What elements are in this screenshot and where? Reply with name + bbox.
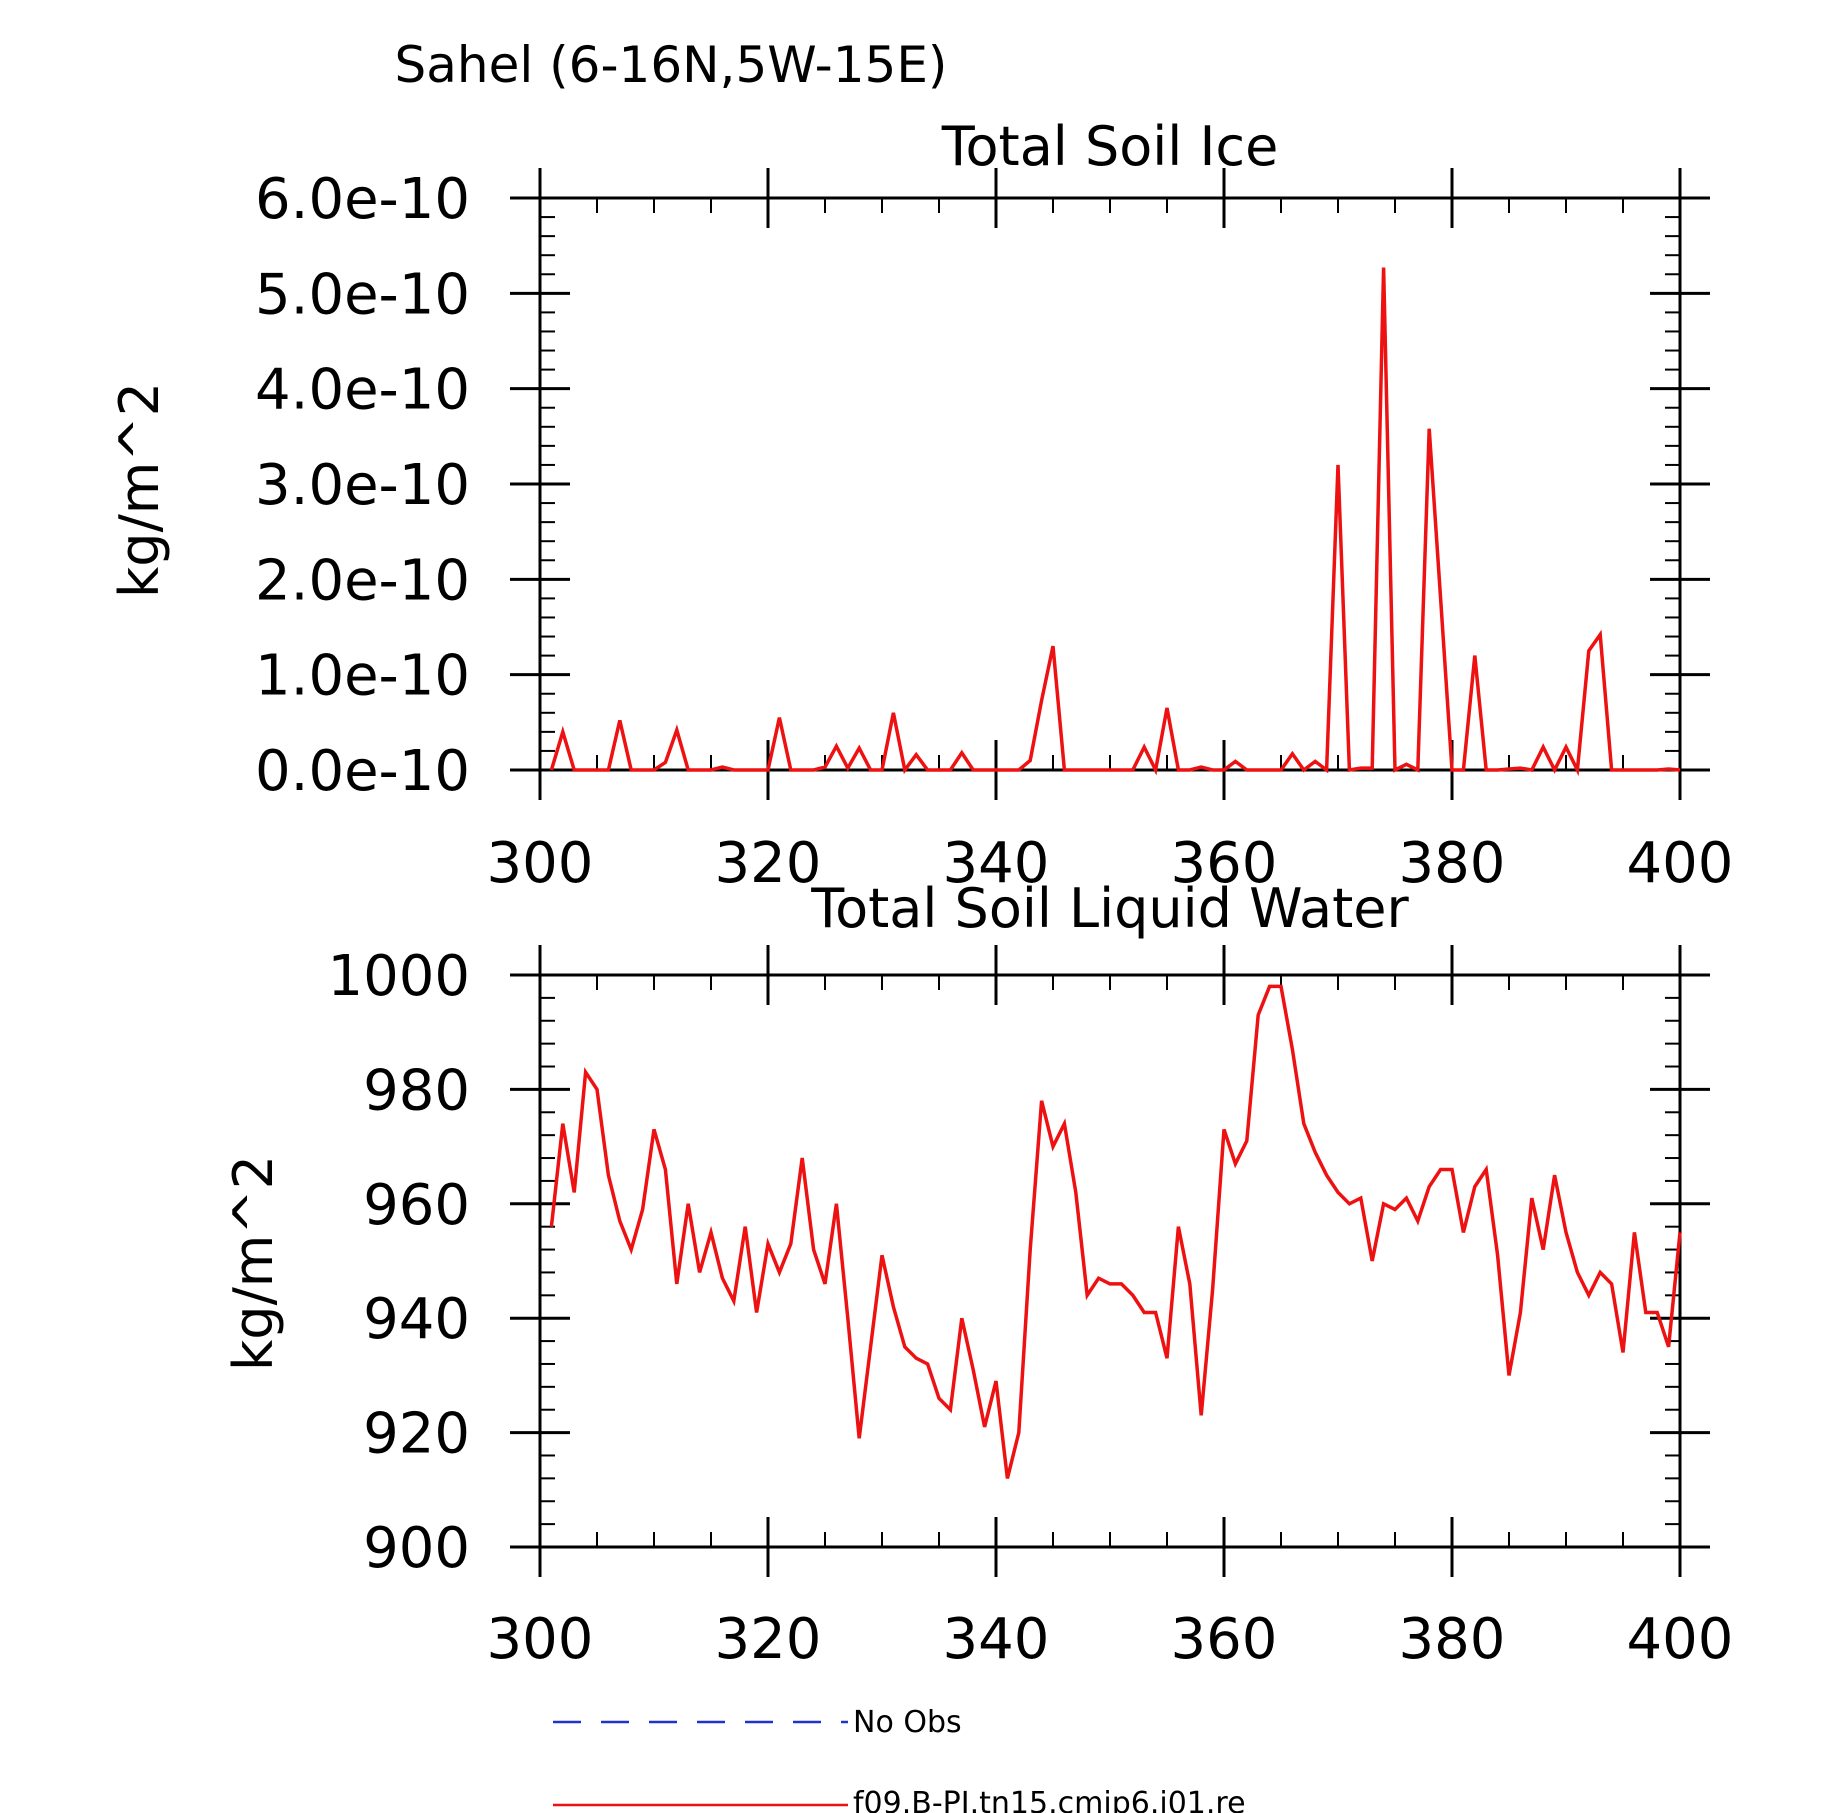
figure-suptitle: Sahel (6-16N,5W-15E) — [395, 36, 948, 94]
legend-label-no-obs: No Obs — [853, 1705, 962, 1740]
plot-area: 300 320 340 360 380 400 0.0e-10 1.0e-10 2.0e-10 3… — [255, 167, 1733, 896]
y-tick-label: 960 — [363, 1173, 470, 1238]
x-tick-label: 380 — [1399, 831, 1506, 896]
plot-area: 300 320 340 360 380 400 900 920 940 960 980 1000 — [327, 944, 1733, 1672]
x-tick-label: 320 — [715, 1607, 822, 1672]
x-tick-label: 340 — [943, 1607, 1050, 1672]
y-tick-label: 4.0e-10 — [255, 358, 470, 423]
x-tick-label: 400 — [1627, 831, 1734, 896]
y-axis-label: kg/m^2 — [222, 1155, 285, 1371]
y-tick-label: 1000 — [327, 944, 470, 1009]
y-axis-label: kg/m^2 — [108, 382, 171, 598]
y-tick-label: 2.0e-10 — [255, 548, 470, 613]
y-tick-label: 1.0e-10 — [255, 644, 470, 709]
legend: No Obs f09.B-PI.tn15.cmip6.j01.re — [553, 1705, 1246, 1813]
legend-label-model: f09.B-PI.tn15.cmip6.j01.re — [853, 1786, 1246, 1813]
panel-total-soil-ice: Total Soil Ice kg/m^2 300 320 340 360 380 400… — [108, 115, 1733, 896]
panel-title: Total Soil Liquid Water — [810, 877, 1409, 940]
y-tick-label: 900 — [363, 1516, 470, 1581]
y-tick-label: 6.0e-10 — [255, 167, 470, 232]
series-line-0 — [549, 267, 1681, 777]
x-tick-label: 360 — [1171, 1607, 1278, 1672]
y-tick-label: 5.0e-10 — [255, 262, 470, 327]
panel-total-soil-liquid-water: Total Soil Liquid Water kg/m^2 300 320 340… — [222, 877, 1733, 1672]
y-tick-label: 980 — [363, 1058, 470, 1123]
x-tick-label: 340 — [943, 831, 1050, 896]
y-tick-label: 940 — [363, 1287, 470, 1352]
series-line-0 — [549, 984, 1682, 1479]
y-tick-label: 3.0e-10 — [255, 453, 470, 518]
x-tick-label: 300 — [487, 831, 594, 896]
y-tick-label: 0.0e-10 — [255, 739, 470, 804]
y-tick-label: 920 — [363, 1402, 470, 1467]
x-tick-label: 320 — [715, 831, 822, 896]
x-tick-label: 360 — [1171, 831, 1278, 896]
x-tick-label: 400 — [1627, 1607, 1734, 1672]
panel-title: Total Soil Ice — [941, 115, 1279, 178]
x-tick-label: 300 — [487, 1607, 594, 1672]
x-tick-label: 380 — [1399, 1607, 1506, 1672]
